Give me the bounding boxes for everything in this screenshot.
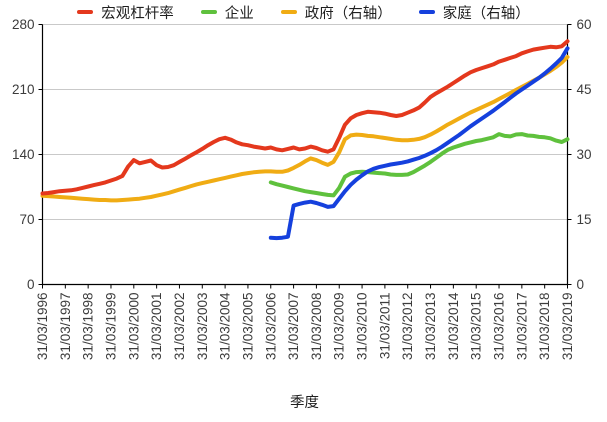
- x-axis-tick-label: 31/03/2004: [218, 292, 233, 360]
- x-axis-tick-label: 31/03/2002: [172, 293, 187, 361]
- legend-item-government: 政府（右轴）: [280, 2, 392, 23]
- left-axis-tick-label: 280: [12, 17, 35, 32]
- x-axis-tick-label: 31/03/2016: [492, 293, 507, 361]
- x-axis-tick-label: 31/03/2008: [309, 293, 324, 361]
- right-axis-tick-label: 45: [577, 82, 592, 97]
- x-axis-tick-label: 31/03/1999: [103, 293, 118, 361]
- x-axis-tick-label: 31/03/2011: [377, 293, 392, 360]
- legend-label-government: 政府（右轴）: [304, 5, 392, 22]
- legend-label-household: 家庭（右轴）: [442, 5, 530, 22]
- x-axis-tick-label: 31/03/2001: [149, 293, 164, 361]
- x-axis-tick-label: 31/03/2007: [286, 293, 301, 361]
- x-axis-tick-label: 31/03/2017: [514, 293, 529, 361]
- right-axis-tick-label: 15: [577, 212, 592, 227]
- x-axis-tick-label: 31/03/2009: [332, 293, 347, 361]
- legend-marker-macro: [77, 10, 94, 14]
- left-axis-tick-label: 140: [12, 147, 35, 162]
- x-axis-title: 季度: [290, 395, 319, 411]
- legend-label-enterprise: 企业: [224, 5, 254, 22]
- legend-item-macro: 宏观杠杆率: [77, 2, 174, 23]
- right-axis-tick-label: 0: [577, 277, 585, 292]
- legend-marker-enterprise: [200, 10, 217, 14]
- x-axis-tick-label: 31/03/1996: [35, 293, 50, 361]
- x-axis-tick-label: 31/03/2005: [240, 293, 255, 361]
- x-axis-tick-label: 31/03/2013: [423, 293, 438, 361]
- x-axis-tick-label: 31/03/2015: [469, 293, 484, 361]
- series-line-enterprise: [268, 132, 570, 198]
- legend-marker-household: [418, 10, 435, 14]
- legend-label-macro: 宏观杠杆率: [101, 5, 174, 22]
- right-axis-tick-label: 60: [577, 17, 592, 32]
- x-axis-tick-label: 31/03/2010: [355, 293, 370, 361]
- series-line-government: [40, 55, 570, 203]
- series-line-macro: [40, 39, 570, 196]
- x-axis-tick-label: 31/03/1997: [58, 293, 73, 361]
- x-axis-tick-label: 31/03/2000: [126, 293, 141, 361]
- left-axis-tick-label: 0: [27, 277, 35, 292]
- legend-marker-government: [280, 10, 297, 14]
- x-axis-tick-label: 31/03/2014: [446, 292, 461, 360]
- x-axis-tick-label: 31/03/2003: [195, 293, 210, 361]
- right-axis-tick-label: 30: [577, 147, 592, 162]
- series-line-household: [268, 46, 570, 241]
- x-axis-tick-label: 31/03/2012: [400, 293, 415, 361]
- left-axis-tick-label: 210: [12, 82, 35, 97]
- legend-item-enterprise: 企业: [200, 2, 254, 23]
- x-axis-tick-label: 31/03/1998: [81, 293, 96, 361]
- legend: 宏观杠杆率 企业 政府（右轴） 家庭（右轴）: [0, 2, 607, 22]
- left-axis-tick-label: 70: [19, 212, 34, 227]
- x-axis-tick-label: 31/03/2006: [263, 293, 278, 361]
- x-axis-tick-label: 31/03/2018: [537, 293, 552, 361]
- x-axis-tick-label: 31/03/2019: [560, 293, 575, 361]
- legend-item-household: 家庭（右轴）: [418, 2, 530, 23]
